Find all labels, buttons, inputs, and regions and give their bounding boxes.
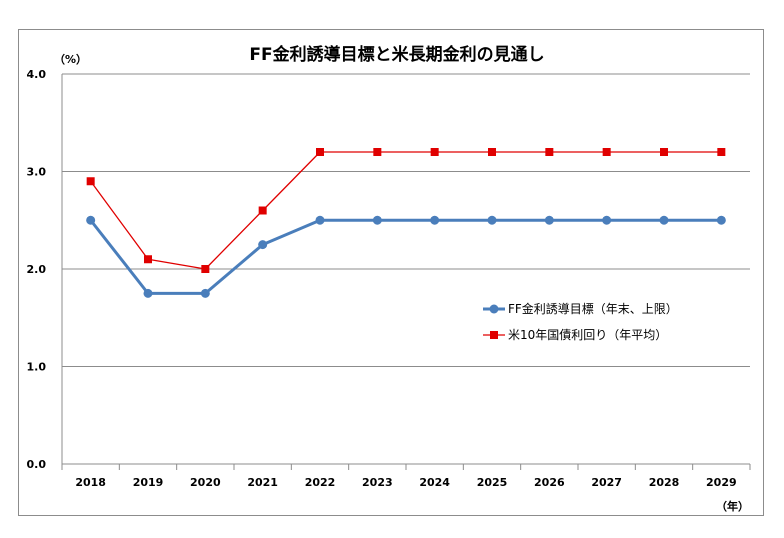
ff-rate-point — [315, 215, 325, 225]
ff-rate-point — [200, 288, 210, 298]
ff-rate-point — [143, 288, 153, 298]
y-tick-label: 1.0 — [27, 361, 47, 374]
treasury-yield-point — [316, 148, 324, 156]
ff-rate-point — [86, 215, 96, 225]
ff-rate-point — [602, 215, 612, 225]
y-tick-label: 3.0 — [27, 166, 47, 179]
y-tick-label: 0.0 — [27, 458, 47, 471]
y-tick-label: 2.0 — [27, 263, 47, 276]
ff-rate-point — [430, 215, 440, 225]
ff-rate-point — [659, 215, 669, 225]
x-tick-label: 2020 — [190, 476, 221, 489]
treasury-yield-point — [488, 148, 496, 156]
legend-marker — [490, 331, 498, 339]
legend-label: FF金利誘導目標（年末、上限） — [508, 301, 678, 316]
series-layer — [86, 148, 726, 298]
ff-rate-point — [544, 215, 554, 225]
treasury-yield-point — [86, 177, 95, 186]
x-tick-label: 2022 — [305, 476, 336, 489]
ff-rate-line — [89, 218, 722, 295]
y-axis-unit-label: （%） — [54, 53, 87, 66]
legend: FF金利誘導目標（年末、上限） 米10年国債利回り（年平均） — [483, 301, 678, 342]
treasury-yield-point — [258, 206, 267, 215]
treasury-yield-point — [144, 255, 152, 264]
treasury-yield-point — [430, 148, 439, 156]
ff-rate-point — [258, 240, 268, 250]
treasury-yield-point — [602, 148, 611, 156]
legend-label: 米10年国債利回り（年平均） — [508, 327, 667, 342]
ff-rate-point — [372, 215, 382, 225]
chart-frame — [18, 29, 764, 516]
treasury-yield-line — [90, 151, 722, 270]
axes: 0.0 1.0 2.0 3.0 4.0 2018 2019 2020 2021 2022 2023 2… — [27, 68, 751, 489]
chart-title: FF金利誘導目標と米長期金利の見通し — [249, 44, 544, 65]
treasury-yield-point — [201, 265, 210, 273]
x-tick-label: 2027 — [591, 476, 622, 489]
treasury-yield-point — [717, 148, 726, 156]
x-tick-label: 2028 — [649, 476, 680, 489]
x-tick-label: 2018 — [75, 476, 106, 489]
treasury-yield-point — [373, 148, 382, 156]
ff-rate-point — [487, 215, 497, 225]
x-tick-label: 2025 — [477, 476, 508, 489]
x-tick-label: 2019 — [133, 476, 164, 489]
x-tick-label: 2026 — [534, 476, 565, 489]
x-axis-unit-label: （年） — [716, 499, 749, 513]
legend-marker — [489, 304, 499, 314]
x-tick-label: 2021 — [247, 476, 278, 489]
x-tick-label: 2029 — [706, 476, 737, 489]
gridlines — [62, 73, 750, 367]
x-tick-label: 2023 — [362, 476, 393, 489]
treasury-yield-point — [545, 148, 554, 156]
x-tick-label: 2024 — [419, 476, 450, 489]
y-tick-label: 4.0 — [27, 68, 47, 81]
ff-rate-point — [716, 215, 726, 225]
treasury-yield-point — [660, 148, 668, 156]
